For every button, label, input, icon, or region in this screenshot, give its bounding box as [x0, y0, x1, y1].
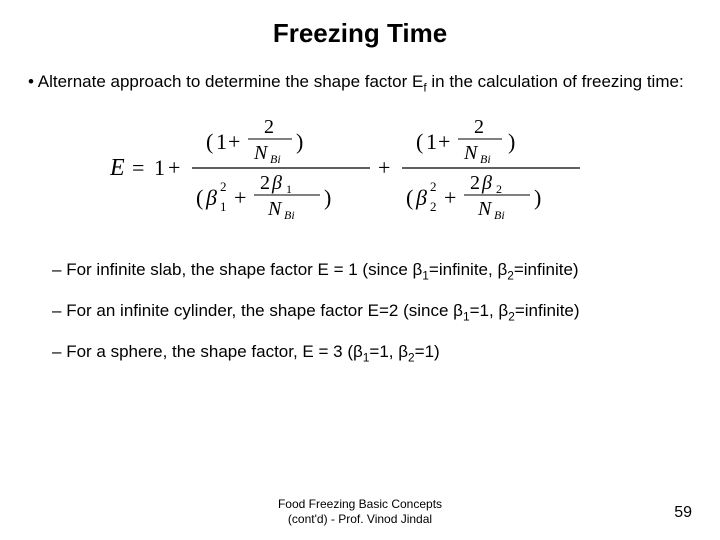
- sub-bullet-text: For a sphere, the shape factor, E = 3 (: [66, 342, 353, 361]
- svg-text:=: =: [132, 155, 144, 180]
- svg-text:Bi: Bi: [494, 208, 505, 222]
- svg-text:): ): [534, 185, 541, 210]
- svg-text:β: β: [481, 172, 492, 194]
- svg-text:1: 1: [220, 199, 227, 214]
- svg-text:+: +: [234, 185, 246, 210]
- svg-text:+: +: [168, 155, 180, 180]
- sub-bullet-text: For an infinite cylinder, the shape fact…: [66, 301, 453, 320]
- svg-text:β: β: [271, 172, 282, 194]
- sub-bullet-text: =1,: [470, 301, 499, 320]
- svg-text:2: 2: [220, 179, 227, 194]
- beta-sub: 2: [507, 269, 514, 283]
- svg-text:2: 2: [260, 172, 270, 194]
- sub-bullet: For infinite slab, the shape factor E = …: [52, 258, 692, 285]
- svg-text:2: 2: [470, 172, 480, 194]
- beta-symbol: β: [498, 301, 508, 320]
- svg-text:2: 2: [430, 199, 437, 214]
- svg-text:Bi: Bi: [480, 152, 491, 166]
- equation-svg: E = 1 + ( 1 + 2 N Bi ) ( β: [110, 113, 610, 223]
- main-bullet-prefix: Alternate approach to determine the shap…: [38, 72, 424, 91]
- sub-bullet-list: For infinite slab, the shape factor E = …: [52, 258, 692, 366]
- main-bullet-suffix: in the calculation of freezing time:: [427, 72, 684, 91]
- svg-text:β: β: [205, 185, 217, 210]
- sub-bullet-text: =infinite,: [429, 260, 498, 279]
- svg-text:(: (: [206, 129, 213, 154]
- svg-text:1: 1: [426, 129, 437, 154]
- equation-block: E = 1 + ( 1 + 2 N Bi ) ( β: [28, 113, 692, 228]
- svg-text:1: 1: [154, 155, 165, 180]
- svg-text:2: 2: [474, 116, 484, 138]
- svg-text:N: N: [267, 198, 283, 220]
- svg-text:1: 1: [286, 182, 292, 196]
- svg-text:2: 2: [496, 182, 502, 196]
- svg-text:β: β: [415, 185, 427, 210]
- svg-text:): ): [508, 129, 515, 154]
- svg-text:+: +: [378, 155, 390, 180]
- beta-symbol: β: [497, 260, 507, 279]
- slide-footer: Food Freezing Basic Concepts (cont'd) - …: [0, 497, 720, 526]
- beta-symbol: β: [453, 301, 463, 320]
- svg-text:(: (: [406, 185, 413, 210]
- sub-bullet: For an infinite cylinder, the shape fact…: [52, 299, 692, 326]
- svg-text:+: +: [438, 129, 450, 154]
- beta-symbol: β: [413, 260, 423, 279]
- beta-sub: 1: [463, 309, 470, 323]
- svg-text:2: 2: [264, 116, 274, 138]
- svg-text:Bi: Bi: [284, 208, 295, 222]
- beta-sub: 1: [422, 269, 429, 283]
- main-bullet: Alternate approach to determine the shap…: [28, 71, 692, 95]
- beta-symbol: β: [353, 342, 363, 361]
- svg-text:2: 2: [430, 179, 437, 194]
- svg-text:(: (: [196, 185, 203, 210]
- svg-text:+: +: [228, 129, 240, 154]
- svg-text:(: (: [416, 129, 423, 154]
- beta-sub: 2: [508, 309, 515, 323]
- sub-bullet-text: =1): [415, 342, 440, 361]
- sub-bullet-text: =infinite): [514, 260, 579, 279]
- svg-text:1: 1: [216, 129, 227, 154]
- svg-text:N: N: [477, 198, 493, 220]
- footer-line: (cont'd) - Prof. Vinod Jindal: [288, 512, 432, 526]
- page-number: 59: [674, 504, 692, 522]
- beta-sub: 2: [408, 350, 415, 364]
- sub-bullet-text: =1,: [369, 342, 398, 361]
- svg-text:): ): [296, 129, 303, 154]
- svg-text:N: N: [463, 142, 479, 164]
- beta-symbol: β: [398, 342, 408, 361]
- sub-bullet: For a sphere, the shape factor, E = 3 (β…: [52, 340, 692, 367]
- svg-text:Bi: Bi: [270, 152, 281, 166]
- footer-line: Food Freezing Basic Concepts: [278, 497, 442, 511]
- sub-bullet-text: =infinite): [515, 301, 580, 320]
- svg-text:+: +: [444, 185, 456, 210]
- svg-text:E: E: [110, 155, 125, 181]
- svg-text:): ): [324, 185, 331, 210]
- sub-bullet-text: For infinite slab, the shape factor E = …: [66, 260, 412, 279]
- page-title: Freezing Time: [28, 18, 692, 49]
- svg-text:N: N: [253, 142, 269, 164]
